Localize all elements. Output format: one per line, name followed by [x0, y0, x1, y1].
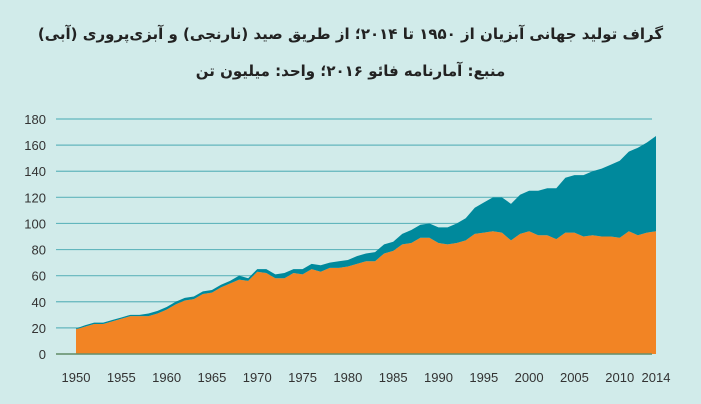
y-tick-label: 180	[24, 112, 46, 127]
areas	[76, 135, 656, 354]
x-tick-label: 2010	[605, 370, 634, 385]
x-tick-label: 1970	[243, 370, 272, 385]
y-tick-label: 100	[24, 216, 46, 231]
y-tick-label: 120	[24, 190, 46, 205]
x-axis-ticks: 1950 1955 1960 1965 1970 1975 1980 1985 1990 1995…	[62, 370, 671, 385]
x-tick-label: 1955	[107, 370, 136, 385]
x-tick-label: 1960	[152, 370, 181, 385]
y-tick-label: 60	[32, 269, 46, 284]
y-tick-label: 80	[32, 243, 46, 258]
x-tick-label: 1990	[424, 370, 453, 385]
x-tick-label: 1995	[469, 370, 498, 385]
x-tick-label: 1975	[288, 370, 317, 385]
y-axis-ticks: 0 20 40 60 80 100 120 140 160 180	[24, 112, 46, 362]
x-tick-label: 1965	[197, 370, 226, 385]
area-capture	[76, 231, 656, 354]
x-tick-label: 1950	[62, 370, 91, 385]
x-tick-label: 2005	[560, 370, 589, 385]
x-tick-label: 1985	[379, 370, 408, 385]
y-tick-label: 20	[32, 321, 46, 336]
x-tick-label: 2000	[515, 370, 544, 385]
y-tick-label: 0	[39, 347, 46, 362]
y-tick-label: 40	[32, 295, 46, 310]
y-tick-label: 160	[24, 138, 46, 153]
y-tick-label: 140	[24, 164, 46, 179]
x-tick-label: 1980	[333, 370, 362, 385]
chart-title: گراف تولید جهانی آبزیان از ۱۹۵۰ تا ۲۰۱۴؛…	[37, 25, 664, 43]
x-tick-label: 2014	[642, 370, 671, 385]
chart-subtitle: منبع: آمارنامه فائو ۲۰۱۶؛ واحد: میلیون ت…	[195, 62, 506, 80]
area-aquaculture	[76, 135, 656, 330]
